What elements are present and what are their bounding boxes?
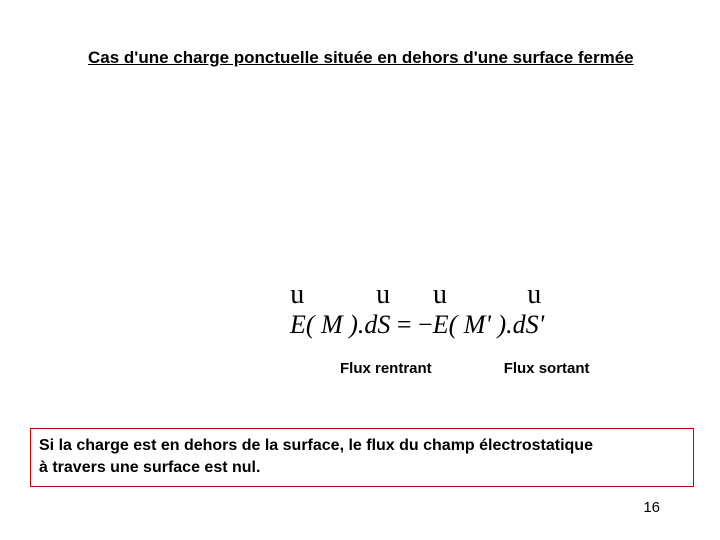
- flux-labels: Flux rentrant Flux sortant: [340, 360, 590, 377]
- symbol-E2: E: [433, 310, 449, 339]
- vector-E-right: u E: [433, 310, 449, 340]
- eq-part-M1: ( M ).d: [306, 310, 377, 339]
- conclusion-box: Si la charge est en dehors de la surface…: [30, 428, 694, 487]
- vector-arrow-icon: u: [290, 292, 304, 298]
- vector-arrow-icon: u: [527, 292, 541, 298]
- symbol-S1: S: [377, 310, 390, 339]
- equation: u E ( M ).d u S = − u E ( M' ).d u S': [290, 310, 544, 340]
- eq-part-M2: ( M' ).d: [449, 310, 526, 339]
- symbol-S2: S': [526, 310, 545, 339]
- vector-E-left: u E: [290, 310, 306, 340]
- symbol-E1: E: [290, 310, 306, 339]
- vector-S-right: u S': [526, 310, 545, 340]
- vector-arrow-icon: u: [433, 292, 447, 298]
- conclusion-line1: Si la charge est en dehors de la surface…: [39, 435, 685, 457]
- conclusion-line2: à travers une surface est nul.: [39, 457, 685, 479]
- vector-S-left: u S: [377, 310, 390, 340]
- vector-arrow-icon: u: [376, 292, 390, 298]
- slide-title: Cas d'une charge ponctuelle située en de…: [88, 48, 634, 68]
- flux-sortant-label: Flux sortant: [504, 360, 590, 377]
- eq-equals: = −: [390, 310, 432, 339]
- flux-rentrant-label: Flux rentrant: [340, 360, 432, 377]
- page-number: 16: [643, 499, 660, 516]
